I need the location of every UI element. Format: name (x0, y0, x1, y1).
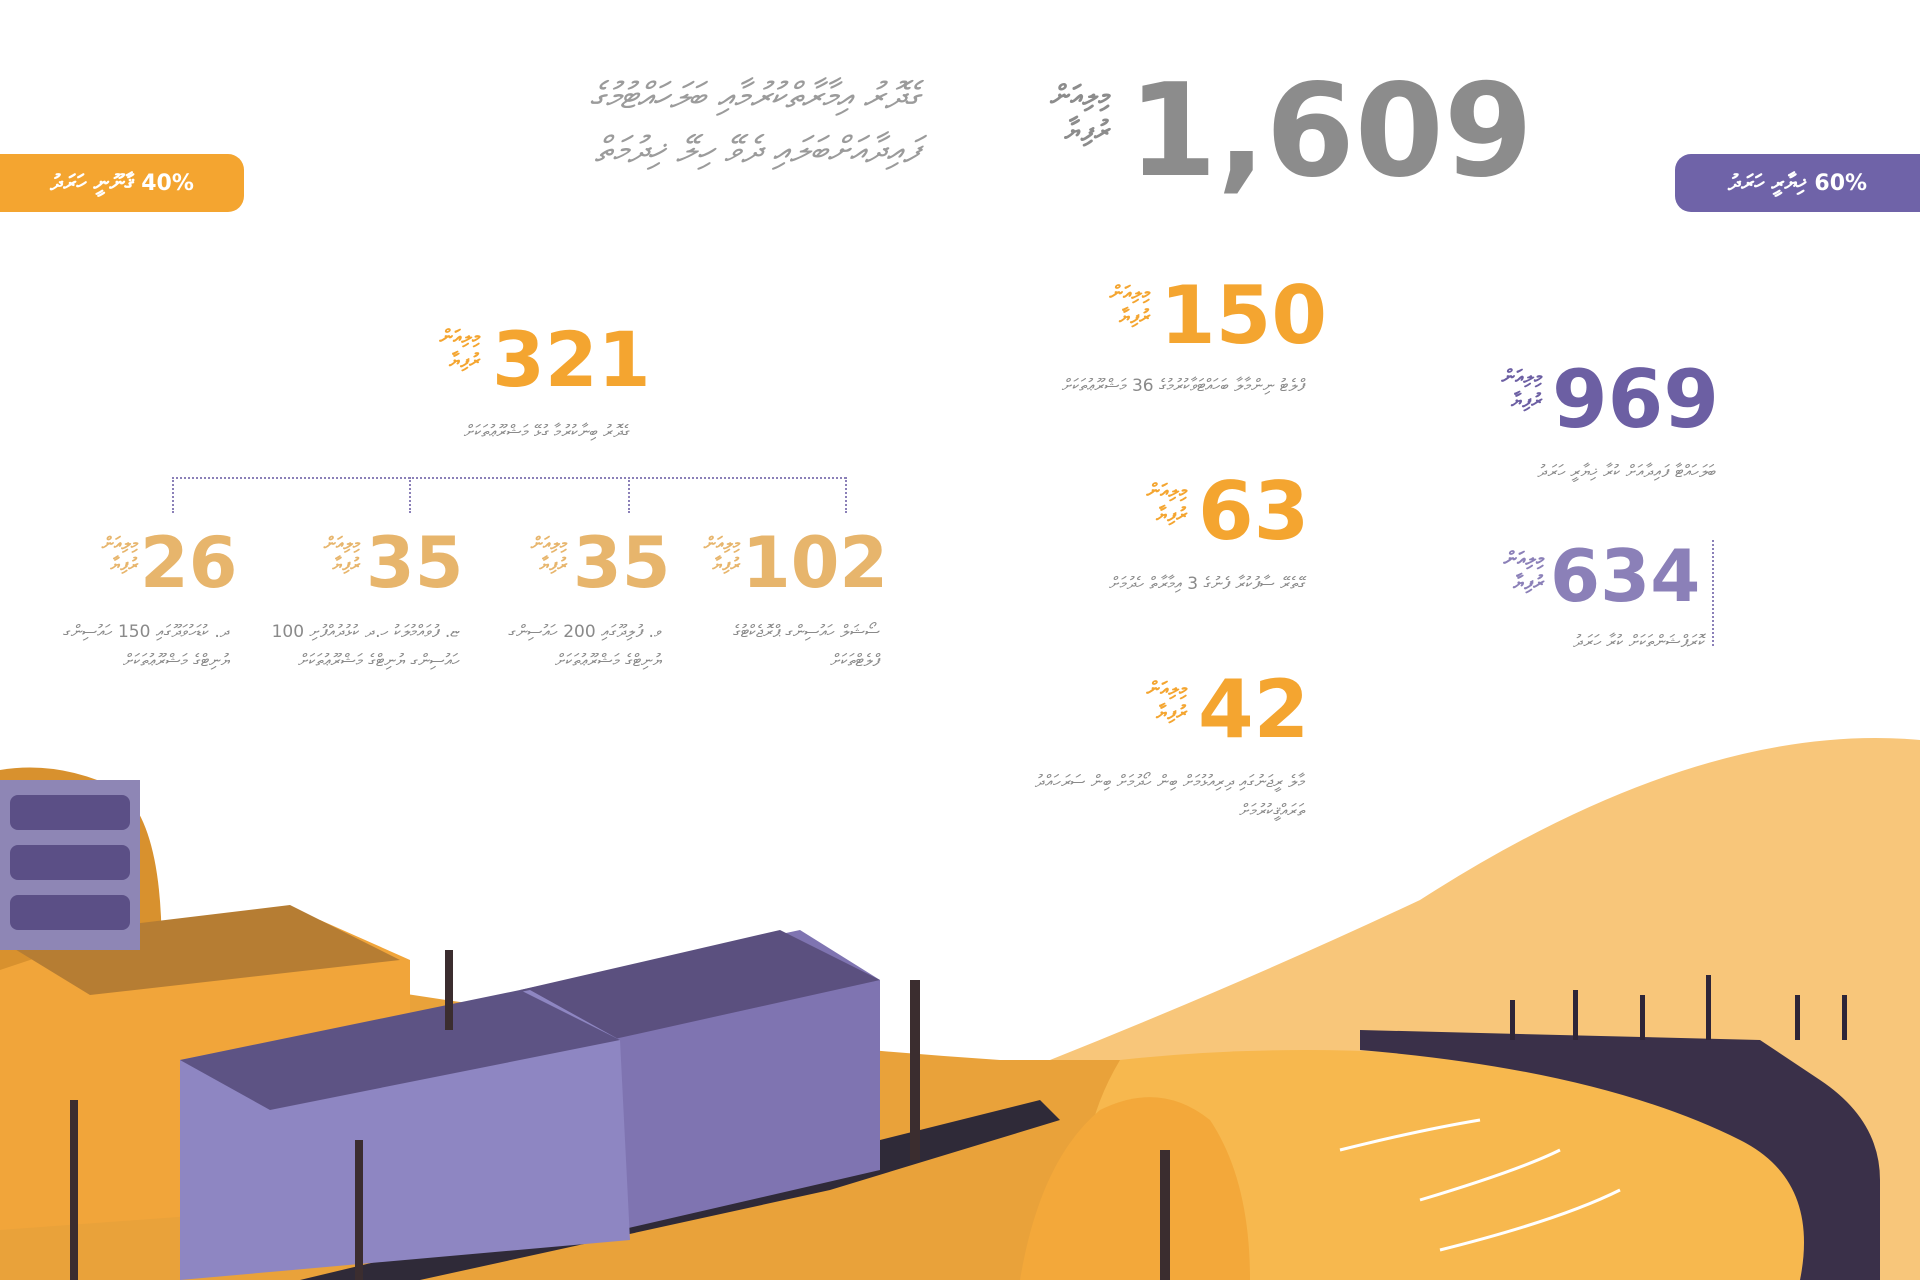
shore (1360, 1030, 1880, 1280)
left-total-value: 321 (492, 315, 651, 404)
middle-unit: މިލިއަން ރުފިޔާ (1146, 480, 1187, 526)
wave-line (1339, 1118, 1481, 1152)
right-total-desc: ބަލަހައްޓާ ފައިދާއަށް ކުރާ ޚިޔާރީ ހަރަދު (1537, 462, 1716, 482)
connector-drop (172, 477, 174, 513)
item-value: 35 (366, 522, 464, 604)
item-desc: ޏ. ފުވައްމުލަކު ހ.ދ ކުޅުދުއްފުށި 100 ހައ… (271, 622, 460, 671)
item-unit: މިލިއަން ރުފިޔާ (530, 534, 567, 576)
item-desc: ސޯޝަލް ހައުސިންގ ޕްރޮޖެކްޓުގެ ފްލެޓްތަކަ… (733, 622, 880, 671)
header-unit: މިލިއަން ރުފިޔާ (1050, 79, 1110, 147)
distant-palms (1510, 975, 1847, 1040)
connector-drop (409, 477, 411, 513)
discretionary-spending-pill: 60% ޚިޔާރީ ހަރަދު (1675, 154, 1920, 212)
item-unit: މިލިއަން ރުފިޔާ (101, 534, 138, 576)
middle-desc: ފްލެޓު ނިންމާލާ ބަހައްޓަވާކުރުމުގެ 36 މަ… (1061, 376, 1305, 396)
right-sub-desc: ކޮރަޕްޝަންތަކަށް ކުރާ ހަރަދު (1573, 632, 1705, 652)
pill-label-left: 40% ޤާނޫނީ ހަރަދު (50, 170, 194, 196)
left-total-unit: މިލިއަން ރުފިޔާ (439, 326, 480, 372)
middle-desc: ގޭތެރޭ ސާފުކުރާ ފެނުގެ 3 އިމާރާތް ހެދުމަ… (1109, 574, 1305, 594)
item-unit: މިލިއަން ރުފިޔާ (323, 534, 360, 576)
middle-unit: މިލިއަން ރުފިޔާ (1146, 678, 1187, 724)
middle-desc: މާލެ ރީޖަނުގައި ދިރިއުޅުމަށް ބިން ހޯދުމަ… (1034, 772, 1305, 821)
connector-horizontal (172, 477, 846, 479)
pill-label-right: 60% ޚިޔާރީ ހަރަދު (1727, 170, 1868, 196)
right-sub-unit: މިލިއަން ރުފިޔާ (1503, 548, 1544, 594)
header-title-line2: ފައިދާއަށްބަލައި ދެވޭ ހިލޭ ޚިދުމަތް (594, 130, 920, 171)
palm-trees (70, 950, 1170, 1280)
parking-tower (0, 780, 140, 950)
item-value: 35 (573, 522, 671, 604)
item-unit: މިލިއަން ރުފިޔާ (703, 534, 740, 576)
middle-value: 150 (1160, 269, 1327, 362)
middle-value: 63 (1198, 465, 1310, 558)
left-total-desc: ގެދޮރު ބިނާކުރުމާ ގުޅޭ މަޝްރޫޢުތަކަށް (463, 422, 630, 442)
item-desc: ދ. ކުޑަހުވަދޫގައި 150 ހައުސިންގ ޔުނިޓްގެ… (63, 622, 230, 671)
wave-line (1439, 1188, 1621, 1252)
statutory-spending-pill: 40% ޤާނޫނީ ހަރަދު (0, 154, 244, 212)
item-value: 102 (742, 522, 889, 604)
right-total-unit: މިލިއަން ރުފިޔާ (1501, 366, 1542, 412)
connector-drop (628, 477, 630, 513)
header-title-line1: ގެދޮރު އިމާރާތްކުރުމާއި ބަލަހައްޓުމުގެ (589, 76, 920, 117)
connector-drop (845, 477, 847, 513)
middle-value: 42 (1198, 663, 1310, 756)
right-sub-value: 634 (1550, 534, 1701, 618)
item-desc: ވ. ފުލިދޫގައި 200 ހައުސިންގ ޔުނިޓްގެ މަޝ… (508, 622, 662, 671)
lagoon (1084, 1050, 1804, 1280)
right-total-value: 969 (1552, 353, 1719, 446)
foreground-dune (1020, 1097, 1250, 1280)
header-title: ގެދޮރު އިމާރާތްކުރުމާއި ބަލަހައްޓުމުގެ ފ… (430, 70, 920, 178)
purple-building-front (180, 990, 630, 1280)
right-connector (1712, 540, 1714, 646)
middle-unit: މިލިއަން ރުފިޔާ (1109, 282, 1150, 328)
wave-line (1419, 1148, 1561, 1202)
item-value: 26 (140, 522, 238, 604)
header-total: 1,609 (1128, 57, 1533, 206)
